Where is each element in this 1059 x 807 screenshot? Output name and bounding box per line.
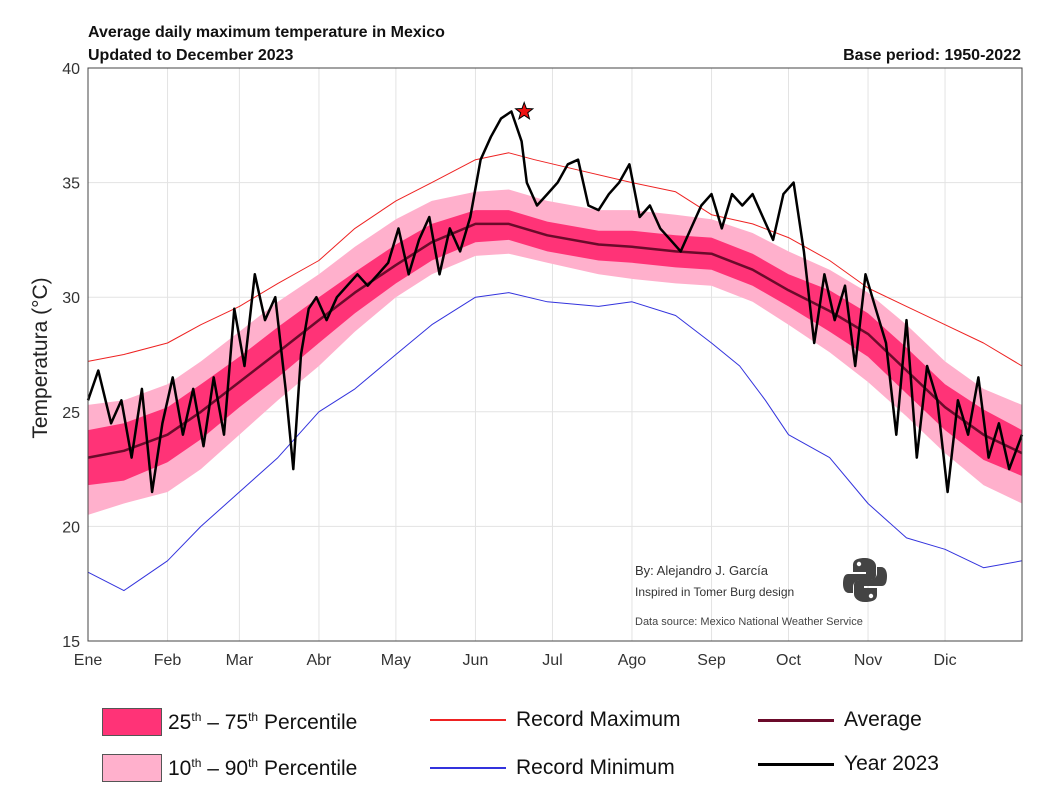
- x-tick-label-nov: Nov: [854, 652, 882, 669]
- x-tick-label-oct: Oct: [776, 652, 801, 669]
- x-tick-label-mar: Mar: [226, 652, 254, 669]
- y-tick-label: 30: [62, 290, 80, 307]
- series-lines: [86, 110, 1024, 592]
- band-25-75: [88, 210, 1022, 486]
- credit-author: By: Alejandro J. García: [635, 563, 769, 578]
- credit-source: Data source: Mexico National Weather Ser…: [635, 616, 863, 628]
- x-tick-label-jun: Jun: [463, 652, 489, 669]
- series-line-year-2023: [86, 110, 1024, 494]
- legend: 25th – 75th Percentile 10th – 90th Perce…: [0, 690, 1059, 800]
- record-marker-layer: [514, 101, 535, 120]
- x-tick-label-feb: Feb: [154, 652, 182, 669]
- x-tick-label-sep: Sep: [697, 652, 726, 669]
- x-tick-label-abr: Abr: [306, 652, 332, 669]
- python-logo-icon: [843, 558, 887, 602]
- series-line-record-maximum: [87, 152, 1023, 367]
- legend-label-record-min: Record Minimum: [516, 756, 675, 779]
- legend-line-year: [758, 762, 834, 766]
- legend-line-record-min: [430, 767, 506, 769]
- base-period-label: Base period: 1950-2022: [843, 47, 1021, 64]
- legend-item-record-min: Record Minimum: [430, 756, 675, 780]
- legend-label-25-75: 25th – 75th Percentile: [168, 709, 358, 734]
- chart-subtitle: Updated to December 2023: [88, 47, 294, 64]
- legend-swatch-10-90: [102, 754, 162, 782]
- legend-line-average: [758, 718, 834, 722]
- percentile-bands: [88, 189, 1022, 515]
- y-tick-label: 25: [62, 405, 80, 422]
- series-line-record-minimum: [87, 292, 1023, 592]
- legend-swatch-25-75: [102, 708, 162, 736]
- x-tick-label-ago: Ago: [618, 652, 647, 669]
- plot-frame: [87, 67, 1023, 642]
- credit-inspired: Inspired in Tomer Burg design: [635, 585, 794, 599]
- x-tick-label-may: May: [381, 652, 411, 669]
- y-tick-label: 15: [62, 634, 80, 651]
- y-tick-label: 35: [62, 176, 80, 193]
- legend-item-year: Year 2023: [758, 752, 939, 776]
- legend-label-10-90: 10th – 90th Percentile: [168, 755, 358, 780]
- y-axis-ticks: 15 20 25 30 35 40: [62, 61, 80, 651]
- series-line-average: [87, 222, 1023, 459]
- chart-title: Average daily maximum temperature in Mex…: [88, 24, 445, 41]
- legend-item-record-max: Record Maximum: [430, 708, 681, 732]
- legend-label-record-max: Record Maximum: [516, 708, 681, 731]
- y-tick-label: 20: [62, 519, 80, 536]
- x-axis-ticks: Ene Feb Mar Abr May Jun Jul Ago Sep Oct Nov Dic: [74, 652, 957, 669]
- legend-label-average: Average: [844, 708, 922, 731]
- record-high-star-icon: [514, 101, 535, 120]
- legend-item-10-90: 10th – 90th Percentile: [102, 754, 357, 782]
- legend-item-25-75: 25th – 75th Percentile: [102, 708, 357, 736]
- credits-block: By: Alejandro J. García Inspired in Tome…: [635, 558, 887, 628]
- x-tick-label-dic: Dic: [933, 652, 956, 669]
- x-tick-label-jul: Jul: [542, 652, 562, 669]
- legend-item-average: Average: [758, 708, 922, 732]
- chart-area: Average daily maximum temperature in Mex…: [29, 24, 1024, 669]
- y-axis-label: Temperatura (°C): [29, 277, 52, 438]
- y-tick-label: 40: [62, 61, 80, 78]
- legend-line-record-max: [430, 719, 506, 721]
- band-10-90: [88, 189, 1022, 515]
- x-tick-label-ene: Ene: [74, 652, 103, 669]
- legend-label-year: Year 2023: [844, 752, 939, 775]
